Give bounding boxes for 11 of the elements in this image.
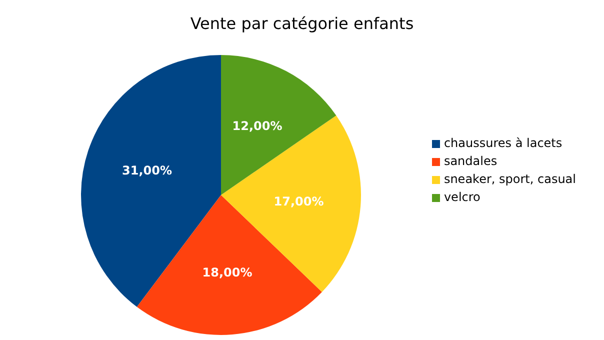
legend-label: velcro bbox=[444, 190, 480, 204]
legend-label: sneaker, sport, casual bbox=[444, 172, 576, 186]
legend-label: chaussures à lacets bbox=[444, 136, 562, 150]
pie-slice bbox=[221, 55, 336, 195]
data-label: 17,00% bbox=[274, 194, 324, 208]
legend-label: sandales bbox=[444, 154, 498, 168]
data-label: 31,00% bbox=[122, 163, 172, 178]
pie-slice bbox=[136, 195, 322, 335]
chart-title: Vente par catégorie enfants bbox=[189, 14, 415, 33]
data-label: 12,00% bbox=[232, 118, 282, 133]
data-label: 18,00% bbox=[202, 266, 252, 280]
